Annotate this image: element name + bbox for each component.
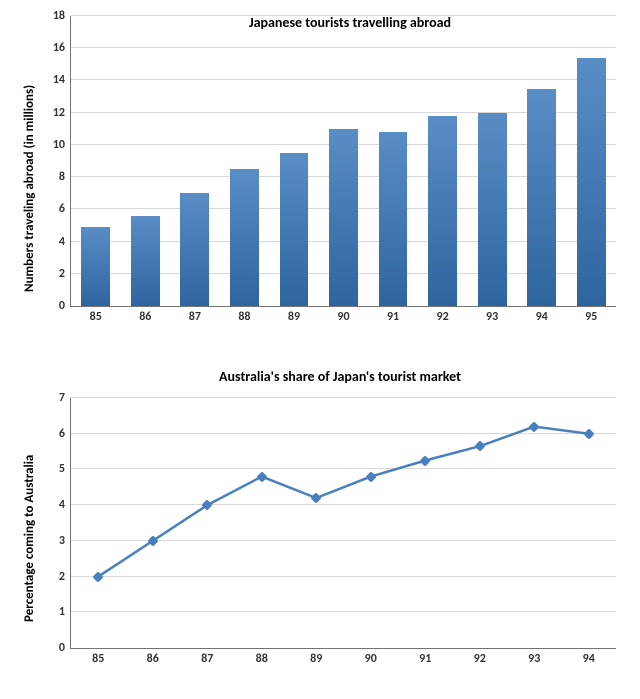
gridline [71,47,616,48]
x-tick-label: 89 [310,648,322,666]
x-tick-label: 90 [337,306,349,324]
x-tick-label: 85 [90,306,102,324]
bar-chart: Japanese tourists travelling abroad Numb… [0,2,640,342]
bar-chart-plot: 0246810121416188586878889909192939495 [70,16,616,307]
x-tick-label: 89 [288,306,300,324]
y-tick-label: 3 [59,534,71,548]
x-tick-label: 87 [201,648,213,666]
x-tick-label: 91 [419,648,431,666]
x-tick-label: 93 [528,648,540,666]
bar [527,89,556,307]
x-tick-label: 94 [536,306,548,324]
y-tick-label: 18 [53,9,71,23]
y-tick-label: 12 [53,106,71,120]
y-tick-label: 4 [59,235,71,249]
bar [577,58,606,306]
x-tick-label: 92 [474,648,486,666]
bar [180,193,209,306]
line-chart: Australia's share of Japan's tourist mar… [0,362,640,692]
line-chart-plot: 0123456785868788899091929394 [70,398,616,649]
x-tick-label: 92 [436,306,448,324]
x-tick-label: 86 [139,306,151,324]
page: Japanese tourists travelling abroad Numb… [0,0,640,699]
line-chart-ylabel: Percentage coming to Australia [22,455,37,622]
y-tick-label: 6 [59,202,71,216]
y-tick-label: 16 [53,41,71,55]
y-tick-label: 0 [59,641,71,655]
bar [329,129,358,306]
x-tick-label: 91 [387,306,399,324]
x-tick-label: 94 [583,648,595,666]
x-tick-label: 87 [189,306,201,324]
bar [230,169,259,306]
y-tick-label: 10 [53,138,71,152]
y-tick-label: 1 [59,605,71,619]
bar [81,227,110,306]
bar [131,216,160,306]
bar [428,116,457,306]
line-chart-title: Australia's share of Japan's tourist mar… [140,368,540,385]
x-tick-label: 95 [585,306,597,324]
bar [280,153,309,306]
bar [379,132,408,306]
gridline [71,79,616,80]
y-tick-label: 6 [59,427,71,441]
bar [478,113,507,306]
y-tick-label: 7 [59,391,71,405]
y-tick-label: 14 [53,73,71,87]
y-tick-label: 2 [59,267,71,281]
x-tick-label: 90 [365,648,377,666]
y-tick-label: 2 [59,570,71,584]
x-tick-label: 88 [256,648,268,666]
y-tick-label: 4 [59,498,71,512]
x-tick-label: 93 [486,306,498,324]
x-tick-label: 85 [92,648,104,666]
x-tick-label: 86 [147,648,159,666]
gridline [71,15,616,16]
y-tick-label: 0 [59,299,71,313]
line-series [71,398,616,648]
x-tick-label: 88 [238,306,250,324]
y-tick-label: 5 [59,462,71,476]
bar-chart-ylabel: Numbers traveling abroad (in millions) [22,85,37,292]
y-tick-label: 8 [59,170,71,184]
